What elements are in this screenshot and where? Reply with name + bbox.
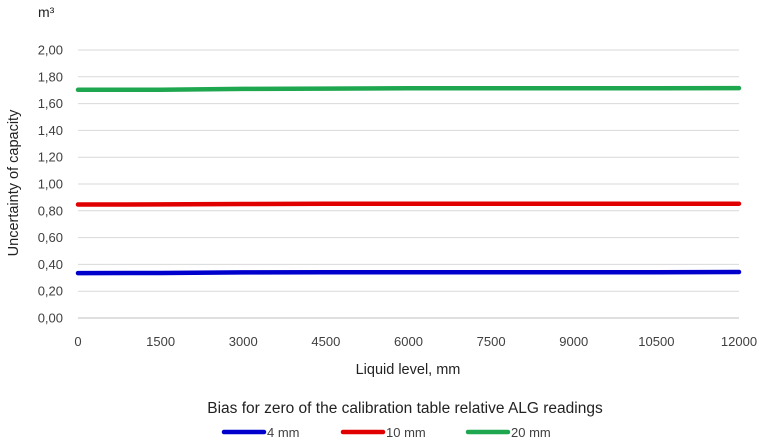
y-tick-label: 1,40	[38, 123, 63, 138]
x-tick-label: 1500	[146, 334, 175, 349]
y-tick-label: 1,80	[38, 69, 63, 84]
series-lines	[75, 85, 742, 276]
x-tick-label: 4500	[311, 334, 340, 349]
legend-label: 20 mm	[511, 425, 551, 440]
y-tick-label: 0,40	[38, 257, 63, 272]
y-tick-label: 0,80	[38, 203, 63, 218]
y-tick-label: 0,00	[38, 311, 63, 326]
y-tick-label: 1,00	[38, 177, 63, 192]
series-line	[75, 201, 742, 207]
x-tick-label: 0	[74, 334, 81, 349]
y-tick-label: 1,20	[38, 150, 63, 165]
y-tick-label: 2,00	[38, 43, 63, 58]
x-axis-title: Liquid level, mm	[356, 362, 461, 378]
series-line	[75, 85, 742, 93]
legend-label: 10 mm	[386, 425, 426, 440]
unit-label: m³	[38, 4, 55, 20]
x-tick-label: 6000	[394, 334, 423, 349]
x-tick-label: 3000	[229, 334, 258, 349]
legend-label: 4 mm	[267, 425, 300, 440]
gridlines	[78, 49, 739, 319]
y-tick-label: 0,20	[38, 284, 63, 299]
series-line	[75, 269, 742, 276]
x-tick-labels: 0 1500 3000 4500 6000 7500 9000 10500 12000	[74, 334, 757, 349]
x-tick-label: 10500	[638, 334, 674, 349]
chart-caption: Bias for zero of the calibration table r…	[207, 400, 603, 417]
y-axis-title: Uncertainty of capacity	[6, 109, 22, 256]
y-tick-label: 1,60	[38, 96, 63, 111]
x-tick-label: 12000	[721, 334, 757, 349]
y-tick-label: 0,60	[38, 230, 63, 245]
x-tick-label: 9000	[559, 334, 588, 349]
x-tick-label: 7500	[477, 334, 506, 349]
legend: 4 mm 10 mm 20 mm	[221, 425, 551, 440]
y-tick-labels: 0,00 0,20 0,40 0,60 0,80 1,00 1,20 1,40 1,60 1,80…	[38, 43, 63, 326]
